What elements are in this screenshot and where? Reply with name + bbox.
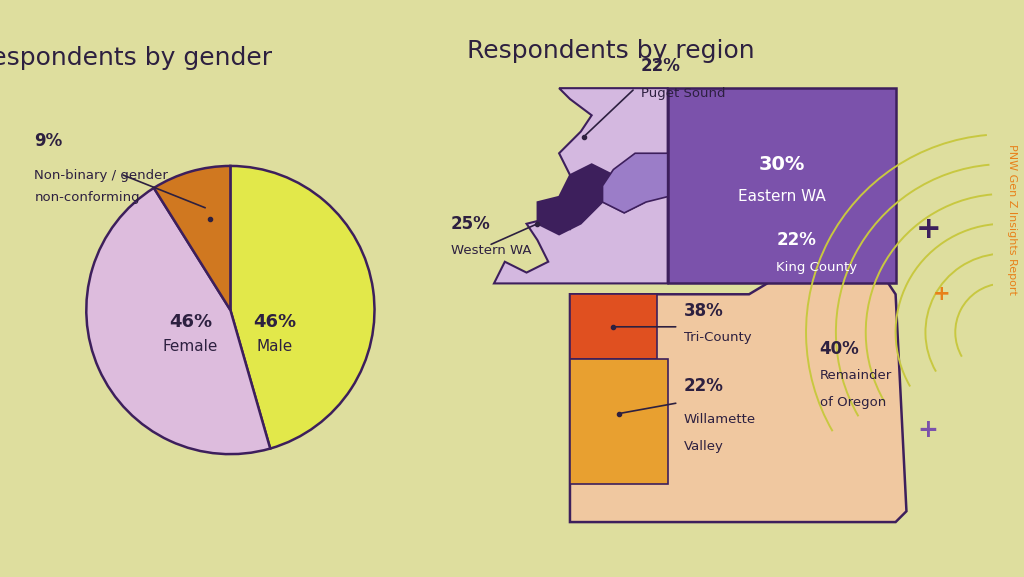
Text: 25%: 25%	[451, 215, 490, 233]
Text: Male: Male	[256, 339, 293, 354]
Text: 30%: 30%	[759, 155, 805, 174]
Text: 22%: 22%	[776, 231, 816, 249]
Polygon shape	[570, 278, 906, 522]
Polygon shape	[602, 186, 646, 213]
Wedge shape	[230, 166, 375, 448]
Text: Female: Female	[163, 339, 218, 354]
Text: Respondents by gender: Respondents by gender	[0, 46, 272, 70]
Text: non-conforming: non-conforming	[34, 192, 140, 204]
Text: 46%: 46%	[253, 313, 296, 331]
Text: Western WA: Western WA	[451, 245, 531, 257]
Text: Respondents by region: Respondents by region	[467, 39, 755, 63]
Text: Valley: Valley	[684, 440, 724, 452]
Text: +: +	[918, 418, 939, 442]
Text: Willamette: Willamette	[684, 413, 756, 425]
Text: 22%: 22%	[641, 58, 680, 76]
Polygon shape	[570, 294, 656, 359]
Text: of Oregon: of Oregon	[819, 396, 886, 409]
Text: King County: King County	[776, 261, 857, 273]
Polygon shape	[494, 88, 668, 283]
Wedge shape	[86, 188, 270, 454]
Text: PNW Gen Z Insights Report: PNW Gen Z Insights Report	[1007, 144, 1017, 295]
Text: 46%: 46%	[169, 313, 212, 331]
Polygon shape	[602, 153, 668, 213]
Text: Non-binary / gender: Non-binary / gender	[34, 170, 168, 182]
Text: 40%: 40%	[819, 339, 859, 358]
Text: Tri-County: Tri-County	[684, 331, 752, 344]
Text: Puget Sound: Puget Sound	[641, 87, 725, 100]
Polygon shape	[538, 164, 625, 235]
Text: Eastern WA: Eastern WA	[737, 189, 825, 204]
Text: +: +	[933, 284, 950, 304]
Polygon shape	[668, 88, 896, 283]
Text: 9%: 9%	[34, 132, 62, 150]
Wedge shape	[154, 166, 230, 310]
Text: +: +	[915, 215, 941, 243]
Text: 38%: 38%	[684, 302, 724, 320]
Polygon shape	[570, 359, 668, 484]
Text: 22%: 22%	[684, 377, 724, 395]
Text: Remainder: Remainder	[819, 369, 892, 382]
